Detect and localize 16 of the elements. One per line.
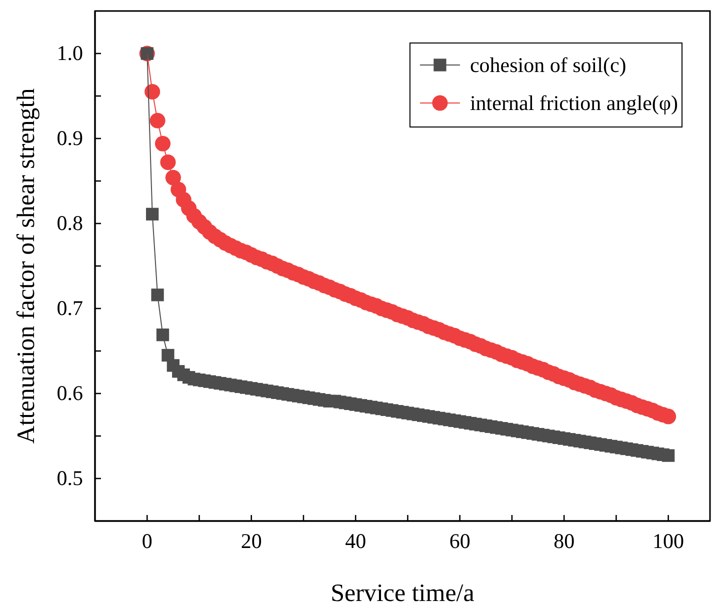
x-tick-label: 0: [142, 528, 152, 553]
legend-label: cohesion of soil(c): [470, 53, 626, 77]
x-tick-label: 60: [449, 528, 470, 553]
x-tick-label: 100: [652, 528, 684, 553]
x-axis-title: Service time/a: [330, 580, 474, 607]
y-tick-label: 0.8: [56, 211, 83, 236]
y-tick-label: 1.0: [56, 41, 83, 66]
x-tick-label: 80: [554, 528, 575, 553]
legend-label: internal friction angle(φ): [470, 91, 678, 115]
y-axis-title: Attenuation factor of shear strength: [13, 88, 40, 444]
x-tick-label: 40: [345, 528, 366, 553]
y-tick-label: 0.7: [56, 296, 83, 320]
y-tick-label: 0.5: [56, 466, 83, 490]
y-tick-label: 0.6: [56, 381, 83, 406]
x-tick-label: 20: [240, 528, 262, 553]
y-tick-label: 0.9: [56, 126, 83, 150]
